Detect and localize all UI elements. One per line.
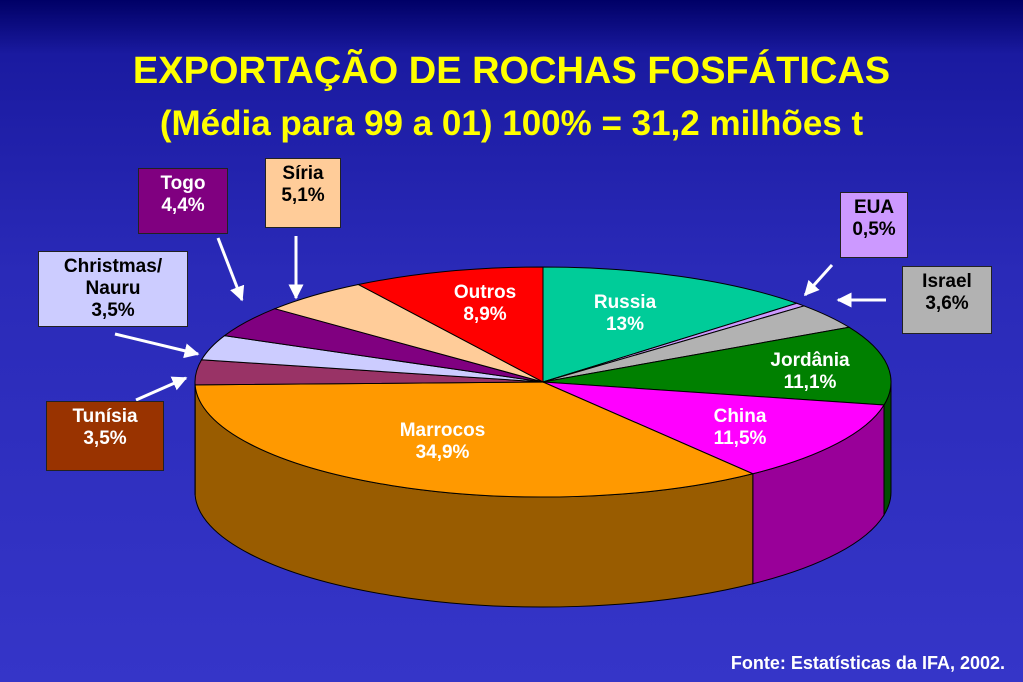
slice [542, 326, 892, 406]
category-label: Israel [922, 271, 972, 292]
slice-label: Togo 4,4% [138, 168, 228, 234]
chart-title: EXPORTAÇÃO DE ROCHAS FOSFÁTICAS [132, 50, 891, 92]
value-label: 4,4% [161, 195, 205, 216]
slice-label: Marrocos 34,9% [380, 420, 505, 470]
category-label: EUA [853, 197, 895, 218]
pie-sides [194, 381, 892, 608]
category-label: Síria [282, 163, 324, 184]
slice-label: EUA 0,5% [840, 192, 908, 258]
category-label: China [713, 406, 767, 427]
value-label: 5,1% [281, 185, 325, 206]
value-label: 0,5% [852, 219, 896, 240]
slice-label: Outros 8,9% [430, 282, 540, 332]
slice-label: Tunísia 3,5% [46, 401, 164, 471]
value-label: 3,5% [83, 428, 127, 449]
category-label: Togo [160, 173, 206, 194]
arrow [803, 263, 834, 297]
arrow [114, 332, 200, 359]
slice-label: Russia 13% [570, 292, 680, 342]
pie-tops [194, 266, 892, 498]
category-label: Christmas/ Nauru [63, 256, 163, 299]
arrow [216, 237, 245, 302]
slice [542, 266, 799, 383]
value-label: 3,6% [925, 293, 969, 314]
leader-arrows [114, 236, 886, 402]
slice-label: Síria 5,1% [265, 158, 341, 228]
value-label: 34,9% [415, 442, 470, 463]
slice [194, 381, 755, 498]
slice [356, 266, 544, 383]
value-label: 3,5% [91, 300, 135, 321]
slice-label: Jordânia 11,1% [750, 350, 870, 400]
category-label: Russia [593, 292, 657, 313]
category-label: Tunísia [72, 406, 138, 427]
category-label: Outros [453, 282, 517, 303]
value-label: 13% [605, 314, 645, 335]
value-label: 8,9% [463, 304, 507, 325]
arrow [135, 376, 188, 402]
category-label: Jordânia [770, 350, 850, 371]
slice-label: China 11,5% [685, 406, 795, 456]
value-label: 11,1% [783, 372, 837, 393]
source-note: Fonte: Estatísticas da IFA, 2002. [730, 653, 1005, 673]
slice-label: Christmas/ Nauru 3,5% [38, 251, 188, 327]
category-label: Marrocos [399, 420, 486, 441]
slice-label: Israel 3,6% [902, 266, 992, 334]
value-label: 11,5% [713, 428, 767, 449]
slice [542, 381, 885, 475]
chart-subtitle: (Média para 99 a 01) 100% = 31,2 milhões… [159, 104, 864, 143]
